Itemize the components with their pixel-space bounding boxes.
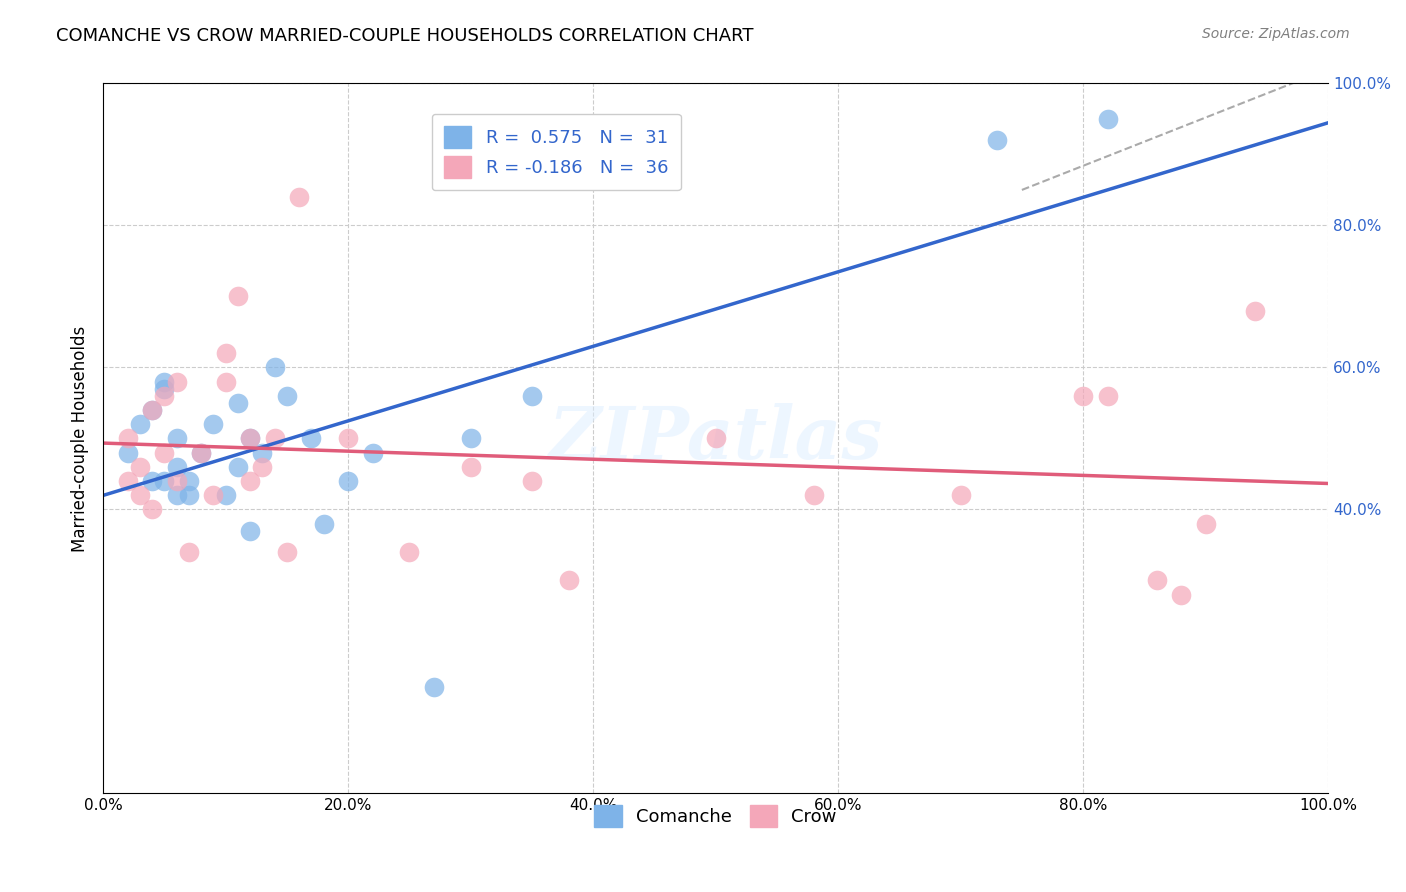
Point [803,488,825,502]
Point [153,375,176,389]
Point [263,431,285,445]
Point [117,474,139,488]
Text: COMANCHE VS CROW MARRIED-COUPLE HOUSEHOLDS CORRELATION CHART: COMANCHE VS CROW MARRIED-COUPLE HOUSEHOL… [56,27,754,45]
Point [153,474,176,488]
Point [252,459,274,474]
Point [141,474,163,488]
Point [299,431,322,445]
Point [239,431,262,445]
Text: ZIPatlas: ZIPatlas [548,403,883,474]
Point [1146,574,1168,588]
Point [423,680,446,694]
Point [263,360,285,375]
Point [141,403,163,417]
Point [202,488,225,502]
Point [520,389,543,403]
Point [226,396,249,410]
Text: Source: ZipAtlas.com: Source: ZipAtlas.com [1202,27,1350,41]
Point [949,488,972,502]
Point [190,445,212,459]
Point [361,445,384,459]
Point [177,474,200,488]
Point [398,545,420,559]
Point [128,488,150,502]
Point [276,545,298,559]
Point [557,574,579,588]
Point [153,389,176,403]
Point [166,474,188,488]
Point [1097,389,1119,403]
Point [252,445,274,459]
Point [153,445,176,459]
Point [128,459,150,474]
Point [214,488,236,502]
Point [1170,588,1192,602]
Point [239,431,262,445]
Point [520,474,543,488]
Point [226,289,249,303]
Point [141,502,163,516]
Point [214,375,236,389]
Point [239,524,262,538]
Point [214,346,236,360]
Point [166,488,188,502]
Point [460,431,482,445]
Point [202,417,225,432]
Y-axis label: Married-couple Households: Married-couple Households [72,326,89,551]
Point [117,445,139,459]
Point [177,545,200,559]
Point [288,190,311,204]
Point [312,516,335,531]
Point [1071,389,1094,403]
Point [141,403,163,417]
Point [128,417,150,432]
Point [460,459,482,474]
Point [190,445,212,459]
Point [166,375,188,389]
Point [177,488,200,502]
Point [1097,112,1119,126]
Legend: Comanche, Crow: Comanche, Crow [588,797,844,834]
Point [226,459,249,474]
Point [1194,516,1216,531]
Point [153,382,176,396]
Point [1243,303,1265,318]
Point [117,431,139,445]
Point [166,431,188,445]
Point [166,459,188,474]
Point [986,133,1008,147]
Point [337,474,360,488]
Point [337,431,360,445]
Point [704,431,727,445]
Point [239,474,262,488]
Point [276,389,298,403]
